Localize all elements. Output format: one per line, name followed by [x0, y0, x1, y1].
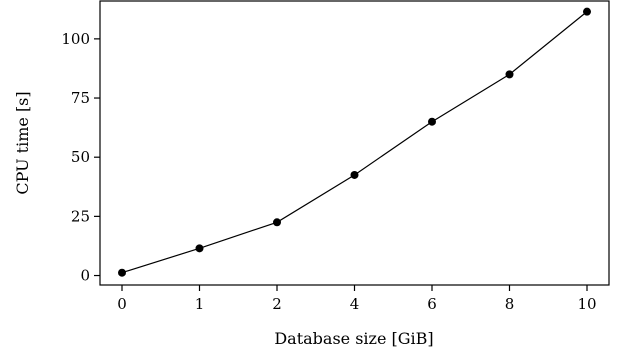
x-tick-label: 8 — [505, 295, 515, 313]
x-axis-label: Database size [GiB] — [274, 329, 433, 348]
data-point — [118, 268, 126, 277]
data-point — [195, 244, 204, 253]
data-point — [505, 70, 514, 79]
x-axis: 0 1 2 4 6 8 10 — [117, 285, 597, 313]
x-tick-label: 4 — [350, 295, 360, 313]
data-point — [273, 218, 281, 227]
data-series — [118, 7, 591, 277]
x-tick-label: 1 — [195, 295, 205, 313]
y-axis: 0 25 50 75 100 — [61, 30, 100, 285]
y-tick-label: 75 — [71, 89, 90, 107]
x-tick-label: 2 — [272, 295, 282, 313]
y-tick-label: 100 — [61, 30, 90, 48]
data-point — [350, 170, 359, 179]
x-tick-label: 10 — [577, 295, 596, 313]
data-point — [583, 7, 591, 16]
x-tick-label: 0 — [117, 295, 127, 313]
series-line — [121, 11, 588, 274]
y-axis-label: CPU time [s] — [13, 91, 32, 194]
y-tick-label: 0 — [80, 267, 90, 285]
x-tick-label: 6 — [427, 295, 437, 313]
plot-frame — [99, 0, 610, 286]
y-tick-label: 25 — [71, 207, 90, 225]
y-tick-label: 50 — [71, 148, 90, 166]
data-point — [428, 117, 436, 126]
